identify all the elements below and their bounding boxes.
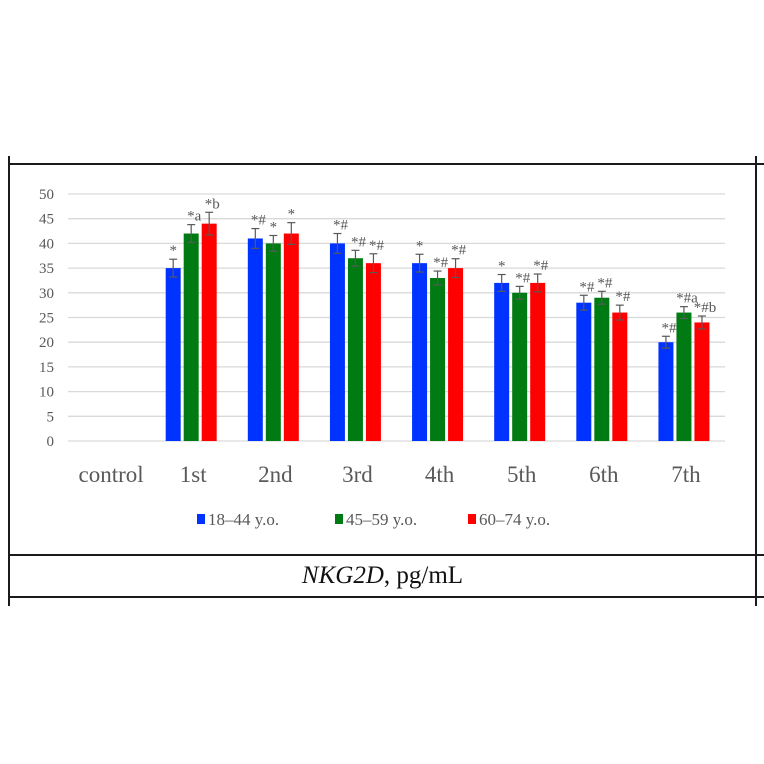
significance-annotation: *# bbox=[661, 320, 677, 336]
bar bbox=[512, 292, 528, 441]
bar bbox=[365, 263, 381, 441]
table-row-divider bbox=[8, 554, 757, 556]
caption-gene: NKG2D bbox=[301, 562, 384, 589]
bar bbox=[329, 243, 345, 441]
legend-label: 45–59 y.o. bbox=[346, 510, 417, 529]
significance-annotation: *# bbox=[451, 243, 467, 259]
significance-annotation: *#a bbox=[676, 291, 698, 307]
bar bbox=[676, 312, 692, 441]
y-tick-label: 20 bbox=[39, 335, 54, 351]
x-category-label: 4th bbox=[425, 462, 455, 487]
x-category-label: 5th bbox=[507, 462, 537, 487]
y-tick-label: 30 bbox=[39, 286, 54, 302]
table-top-extension bbox=[755, 163, 764, 165]
y-tick-label: 35 bbox=[39, 261, 54, 277]
caption-unit: , pg/mL bbox=[383, 562, 464, 589]
bar bbox=[347, 258, 363, 441]
bar bbox=[247, 238, 263, 441]
legend-label: 60–74 y.o. bbox=[479, 510, 550, 529]
bar bbox=[576, 302, 592, 441]
x-category-label: 1st bbox=[180, 462, 207, 487]
significance-annotation: *# bbox=[333, 218, 349, 234]
bar bbox=[165, 268, 181, 441]
bar bbox=[694, 322, 710, 441]
y-tick-label: 5 bbox=[47, 409, 55, 425]
table-bottom-extension bbox=[755, 596, 764, 598]
bar bbox=[494, 282, 510, 441]
bar bbox=[201, 223, 217, 441]
y-tick-label: 25 bbox=[39, 311, 54, 327]
bar bbox=[612, 312, 628, 441]
bar bbox=[412, 263, 428, 441]
legend-swatch bbox=[335, 514, 343, 524]
x-category-label: 7th bbox=[671, 462, 701, 487]
significance-annotation: *# bbox=[579, 279, 595, 295]
legend-label: 18–44 y.o. bbox=[208, 510, 279, 529]
table-mid-extension bbox=[755, 554, 764, 556]
y-tick-label: 45 bbox=[39, 212, 54, 228]
bar bbox=[658, 342, 674, 441]
significance-annotation: *a bbox=[187, 209, 202, 225]
x-category-label: control bbox=[78, 462, 143, 487]
significance-annotation: * bbox=[169, 243, 177, 259]
significance-annotation: *b bbox=[205, 196, 220, 212]
significance-annotation: * bbox=[270, 219, 278, 235]
significance-annotation: * bbox=[498, 259, 506, 275]
y-tick-label: 15 bbox=[39, 360, 54, 376]
significance-annotation: * bbox=[416, 238, 424, 254]
bar bbox=[283, 233, 299, 441]
bar bbox=[530, 282, 546, 441]
significance-annotation: *# bbox=[351, 234, 367, 250]
y-tick-label: 50 bbox=[39, 187, 54, 203]
x-category-label: 3rd bbox=[342, 462, 373, 487]
significance-annotation: *# bbox=[515, 270, 531, 286]
x-category-label: 6th bbox=[589, 462, 619, 487]
legend-swatch bbox=[468, 514, 476, 524]
y-tick-label: 10 bbox=[39, 385, 54, 401]
bar bbox=[430, 277, 446, 441]
significance-annotation: *# bbox=[369, 238, 385, 254]
bar bbox=[594, 297, 610, 441]
legend-swatch bbox=[197, 514, 205, 524]
y-tick-label: 40 bbox=[39, 236, 54, 252]
bar bbox=[183, 233, 199, 441]
significance-annotation: *# bbox=[615, 289, 631, 305]
y-tick-label: 0 bbox=[47, 434, 55, 450]
bar bbox=[265, 243, 281, 441]
table-right-border bbox=[755, 156, 757, 606]
figure-caption: NKG2D, pg/mL bbox=[10, 556, 755, 596]
significance-annotation: *# bbox=[433, 255, 449, 271]
significance-annotation: *# bbox=[251, 213, 267, 229]
bar bbox=[448, 268, 464, 441]
significance-annotation: *#b bbox=[694, 300, 717, 316]
significance-annotation: * bbox=[288, 207, 296, 223]
significance-annotation: *# bbox=[533, 258, 549, 274]
significance-annotation: *# bbox=[597, 275, 613, 291]
x-category-label: 2nd bbox=[258, 462, 293, 487]
